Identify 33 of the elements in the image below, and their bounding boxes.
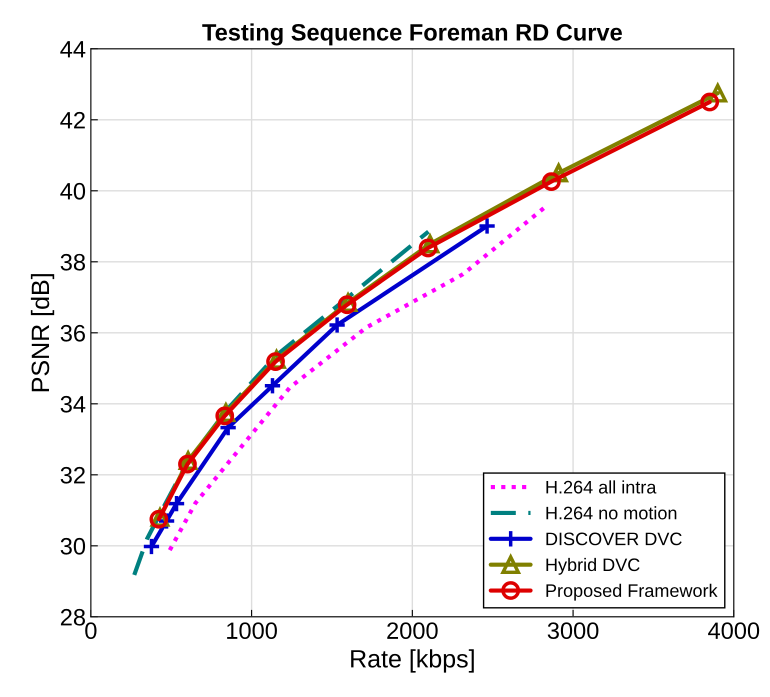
point bbox=[328, 316, 346, 334]
y-tick-label: 44 bbox=[60, 41, 86, 58]
y-tick-label: 34 bbox=[60, 396, 86, 413]
x-tick-label: 2000 bbox=[387, 622, 438, 640]
point bbox=[418, 238, 438, 258]
y-tick-label: 38 bbox=[60, 254, 85, 271]
point bbox=[167, 494, 186, 513]
point bbox=[178, 454, 197, 474]
point bbox=[542, 172, 561, 191]
point bbox=[215, 406, 234, 426]
legend-label: Proposed Framework bbox=[546, 584, 718, 601]
point bbox=[263, 376, 282, 396]
y-tick-label: 42 bbox=[60, 112, 85, 128]
y-tick-label: 28 bbox=[60, 608, 85, 626]
x-tick-label: 1000 bbox=[227, 622, 277, 640]
point bbox=[142, 537, 161, 556]
point bbox=[478, 216, 496, 236]
x-tick-label: 3000 bbox=[548, 622, 598, 640]
y-tick-label: 32 bbox=[60, 466, 85, 484]
y-axis-title: PSNR [dB] bbox=[30, 274, 54, 392]
legend-label: DISCOVER DVC bbox=[546, 532, 682, 546]
legend-label: Hybrid DVC bbox=[546, 558, 640, 575]
x-tick-label: 0 bbox=[85, 622, 97, 640]
line-series bbox=[168, 205, 547, 552]
x-axis-title: Rate [kbps] bbox=[351, 649, 474, 673]
y-tick-label: 36 bbox=[60, 324, 85, 342]
legend-label: H.264 no motion bbox=[546, 506, 676, 520]
y-tick-label: 30 bbox=[60, 538, 86, 555]
chart-title: Testing Sequence Foreman RD Curve bbox=[202, 23, 622, 46]
y-tick-label: 40 bbox=[60, 182, 86, 200]
point bbox=[700, 92, 720, 112]
x-tick-label: 4000 bbox=[708, 622, 760, 640]
legend-label: H.264 all intra bbox=[546, 480, 656, 494]
